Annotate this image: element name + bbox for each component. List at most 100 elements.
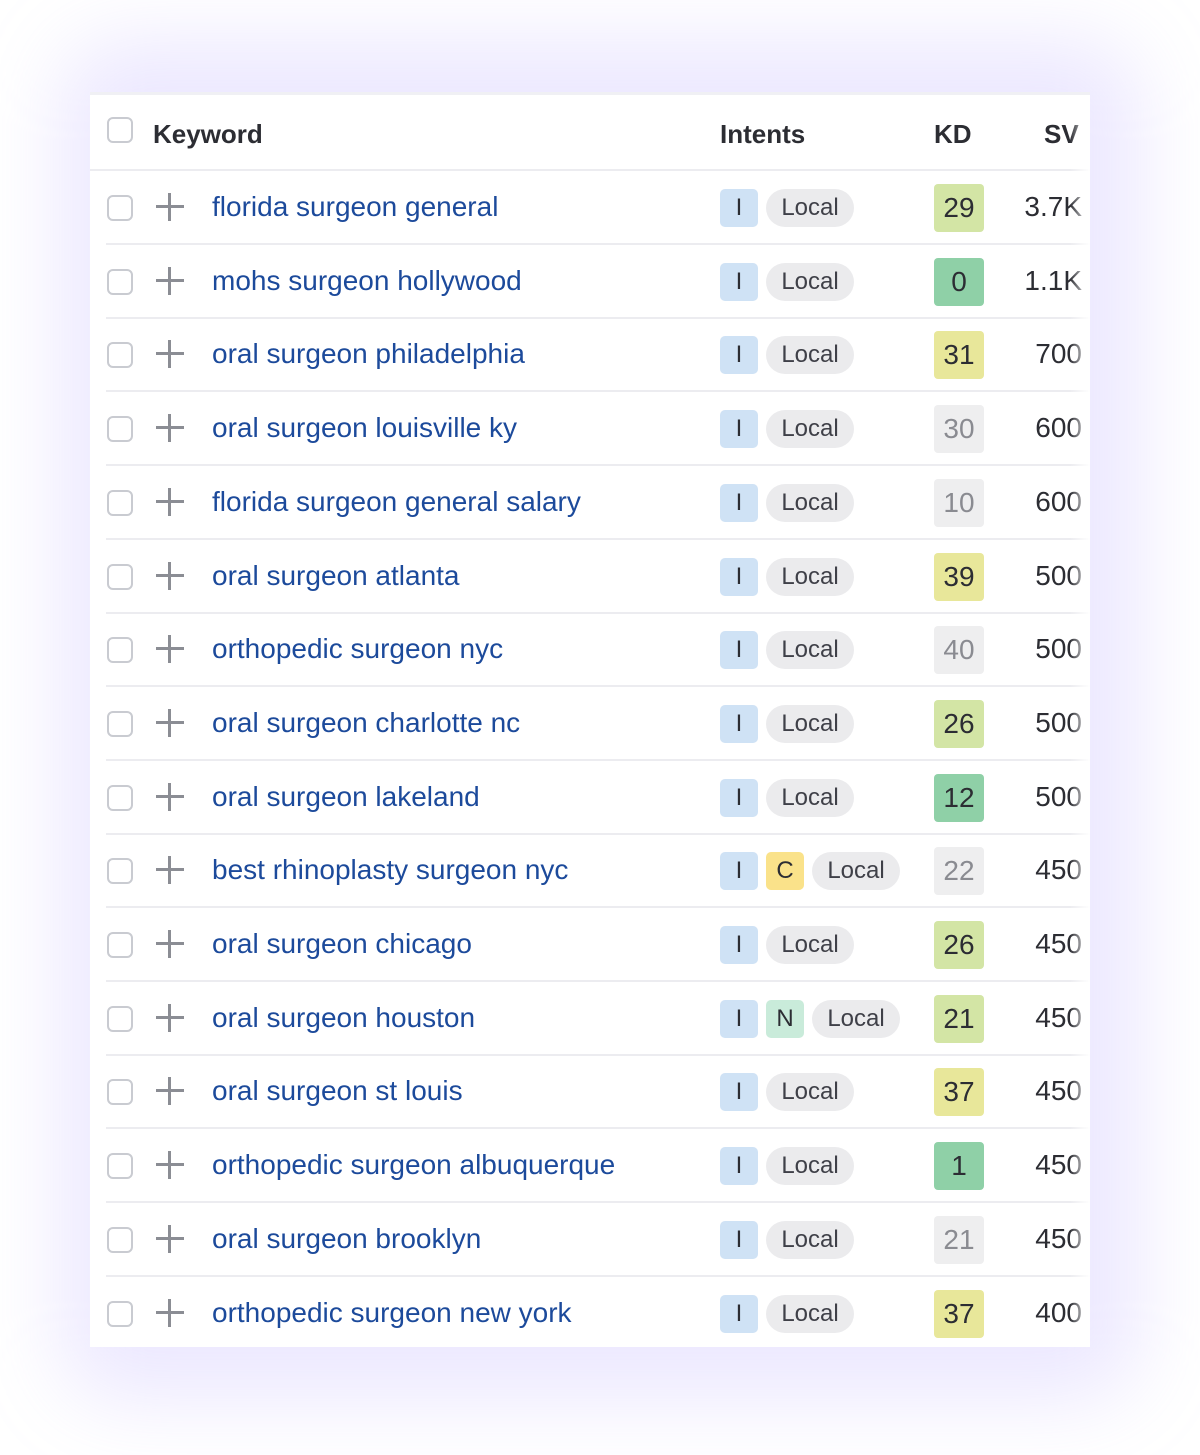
add-to-list-icon[interactable] [156,1003,184,1032]
row-checkbox[interactable] [107,710,133,737]
intent-badges: I C Local [720,852,900,891]
row-checkbox[interactable] [107,563,133,590]
kd-value: 31 [934,331,984,380]
intent-badges: I Local [720,704,854,743]
intent-badges: I Local [720,778,854,817]
add-to-list-icon[interactable] [156,635,184,664]
kd-value: 12 [934,773,984,822]
intent-badges: I Local [720,1220,854,1259]
row-checkbox[interactable] [107,268,133,295]
row-checkbox[interactable] [107,858,133,885]
local-badge: Local [766,557,854,596]
keyword-link[interactable]: best rhinoplasty surgeon nyc [212,854,569,886]
kd-value: 30 [934,405,984,454]
keyword-link[interactable]: oral surgeon st louis [212,1075,463,1107]
intent-badge-i: I [720,999,758,1038]
local-badge: Local [766,1294,854,1333]
local-badge: Local [766,631,854,670]
table-row: oral surgeon houston I N Local 21 450 [106,982,1090,1056]
intent-badge-i: I [720,189,758,227]
table-row: oral surgeon philadelphia I Local 31 700 [106,318,1090,393]
intent-badges: I Local [720,631,854,670]
intent-badge-i: I [720,483,758,522]
intent-badge-i: I [720,1073,758,1112]
row-checkbox[interactable] [107,1153,133,1180]
keyword-link[interactable]: florida surgeon general salary [212,485,581,517]
kd-value: 39 [934,552,984,601]
intent-badges: I Local [720,410,854,449]
keyword-link[interactable]: mohs surgeon hollywood [212,264,522,296]
intent-badge-n: N [766,999,804,1038]
row-checkbox[interactable] [107,637,133,664]
table-row: orthopedic surgeon nyc I Local 40 500 [106,613,1090,688]
intent-badges: I Local [720,189,854,227]
kd-value: 26 [934,699,984,748]
local-badge: Local [766,778,854,817]
intent-badge-i: I [720,1147,758,1186]
local-badge: Local [766,1220,854,1259]
keyword-link[interactable]: oral surgeon atlanta [212,559,460,591]
add-to-list-icon[interactable] [156,266,184,295]
table-row: oral surgeon lakeland I Local 12 500 [106,761,1090,835]
table-header: Keyword Intents KD SV [90,95,1090,171]
keyword-link[interactable]: oral surgeon brooklyn [212,1222,482,1254]
add-to-list-icon[interactable] [156,1224,184,1253]
select-all-checkbox[interactable] [107,117,133,143]
intent-badges: I Local [720,1147,854,1186]
keyword-link[interactable]: oral surgeon philadelphia [212,338,525,370]
row-checkbox[interactable] [107,932,133,958]
row-checkbox[interactable] [107,1300,133,1327]
intent-badge-i: I [720,1220,758,1259]
row-checkbox[interactable] [107,1079,133,1106]
table-row: oral surgeon louisville ky I Local 30 600 [106,392,1090,467]
keyword-link[interactable]: orthopedic surgeon nyc [212,633,504,665]
column-header-intents[interactable]: Intents [720,119,806,149]
keyword-link[interactable]: oral surgeon lakeland [212,780,480,812]
column-header-kd[interactable]: KD [934,119,972,149]
add-to-list-icon[interactable] [156,414,184,443]
add-to-list-icon[interactable] [156,1151,184,1180]
row-checkbox[interactable] [107,342,133,369]
local-badge: Local [766,926,854,964]
keyword-link[interactable]: oral surgeon charlotte nc [212,706,521,738]
row-checkbox[interactable] [107,784,133,811]
row-checkbox[interactable] [107,1226,133,1253]
intent-badge-i: I [720,336,758,375]
keyword-link[interactable]: oral surgeon louisville ky [212,412,518,444]
intent-badges: I Local [720,1073,854,1112]
scroll-fade [1070,95,1090,1347]
keyword-link[interactable]: florida surgeon general [212,191,499,222]
local-badge: Local [812,999,900,1038]
column-header-keyword[interactable]: Keyword [153,119,263,149]
add-to-list-icon[interactable] [156,561,184,590]
kd-value: 40 [934,626,984,675]
kd-value: 10 [934,478,984,527]
keyword-link[interactable]: orthopedic surgeon new york [212,1296,572,1328]
row-checkbox[interactable] [107,1005,133,1032]
table-row: florida surgeon general I Local 29 3.7K [106,171,1090,245]
keyword-link[interactable]: orthopedic surgeon albuquerque [212,1149,616,1181]
row-checkbox[interactable] [107,416,133,443]
add-to-list-icon[interactable] [156,1077,184,1106]
add-to-list-icon[interactable] [156,340,184,369]
row-checkbox[interactable] [107,195,133,221]
add-to-list-icon[interactable] [156,487,184,516]
add-to-list-icon[interactable] [156,193,184,221]
kd-value: 21 [934,1215,984,1264]
row-checkbox[interactable] [107,489,133,516]
kd-value: 29 [934,184,984,232]
kd-value: 37 [934,1289,984,1338]
keyword-link[interactable]: oral surgeon houston [212,1001,476,1033]
add-to-list-icon[interactable] [156,708,184,737]
intent-badge-i: I [720,262,758,301]
table-row: oral surgeon chicago I Local 26 450 [106,908,1090,982]
intent-badges: I N Local [720,999,900,1038]
add-to-list-icon[interactable] [156,930,184,958]
add-to-list-icon[interactable] [156,856,184,885]
intent-badges: I Local [720,262,854,301]
add-to-list-icon[interactable] [156,1298,184,1327]
local-badge: Local [766,336,854,375]
keyword-link[interactable]: oral surgeon chicago [212,928,472,959]
intent-badge-i: I [720,1294,758,1333]
add-to-list-icon[interactable] [156,782,184,811]
